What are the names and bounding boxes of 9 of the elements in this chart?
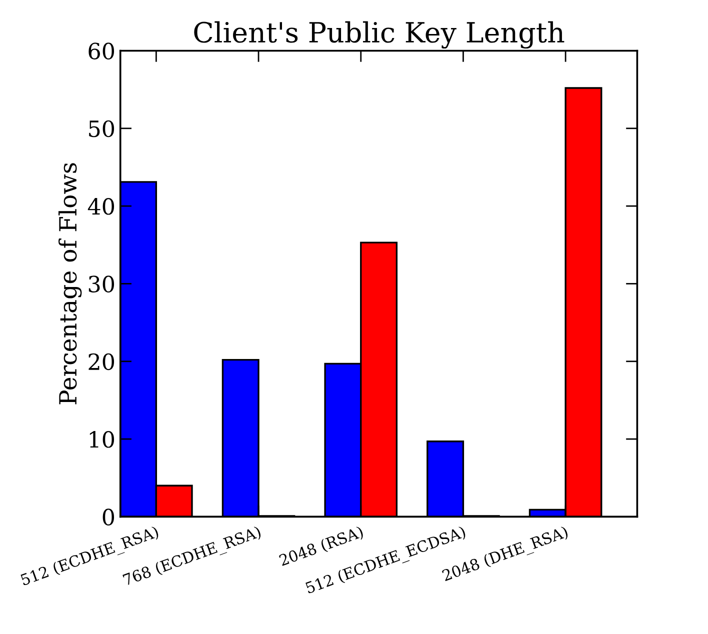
y-axis-title: Percentage of Flows [58,163,82,404]
y-tick-label: 60 [88,42,114,60]
y-tick-label: 30 [88,276,114,292]
y-tick-label: 50 [89,120,114,138]
y-tick-label: 10 [90,430,114,448]
y-tick-label: 0 [102,508,114,526]
chart-title: Client's Public Key Length [194,21,564,49]
y-tick-label: 40 [88,198,114,215]
y-tick-label: 20 [88,353,114,370]
